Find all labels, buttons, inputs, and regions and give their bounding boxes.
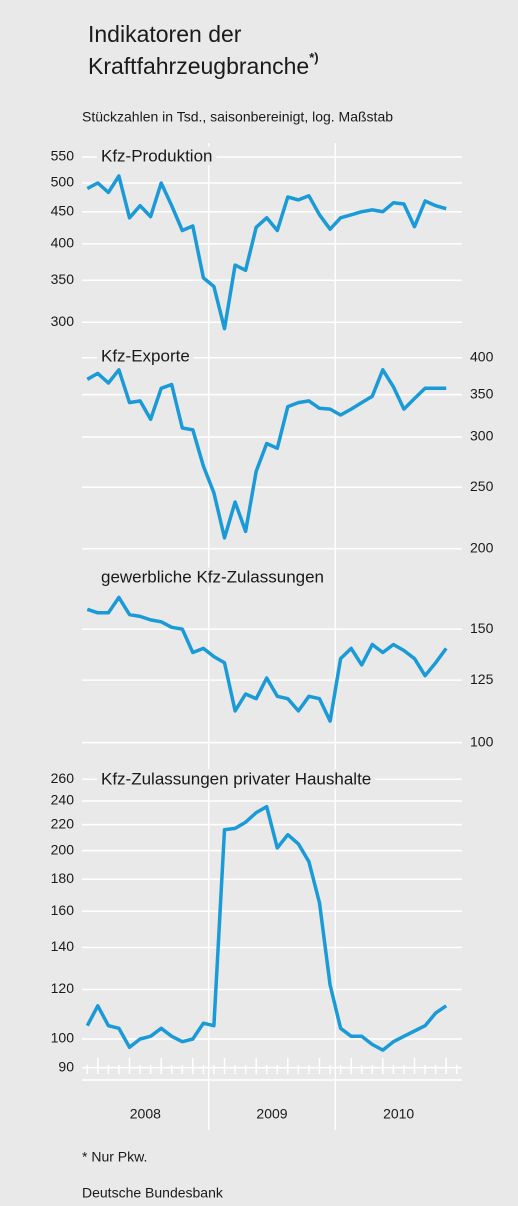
grid bbox=[82, 143, 462, 1130]
source: Deutsche Bundesbank bbox=[82, 1185, 224, 1201]
labels: 300 350 400 450 500 550 Kfz-Produktion 200 250 30… bbox=[51, 146, 494, 1121]
subtitle: Stückzahlen in Tsd., saisonbereinigt, lo… bbox=[82, 109, 393, 125]
y-tick-label: 450 bbox=[51, 202, 75, 218]
series-line bbox=[85, 804, 448, 1052]
y-tick-label: 200 bbox=[51, 841, 75, 857]
y-tick-label: 550 bbox=[51, 148, 75, 164]
y-tick-label: 350 bbox=[51, 271, 75, 287]
footnote: * Nur Pkw. bbox=[82, 1149, 147, 1165]
y-tick-label: 260 bbox=[51, 770, 75, 786]
y-tick-label: 180 bbox=[51, 870, 75, 886]
series-line bbox=[86, 595, 448, 723]
y-tick-label: 200 bbox=[470, 539, 494, 555]
panel-title: Kfz-Zulassungen privater Haushalte bbox=[101, 769, 371, 788]
y-tick-label: 250 bbox=[470, 478, 494, 494]
y-tick-label: 400 bbox=[51, 235, 75, 251]
series-line bbox=[86, 368, 447, 540]
y-tick-label: 100 bbox=[51, 1030, 75, 1046]
title-text: Kraftfahrzeugbranche bbox=[88, 53, 309, 79]
panel-title: Kfz-Produktion bbox=[101, 146, 213, 165]
panel-title-bg bbox=[97, 567, 329, 587]
y-tick-label: 240 bbox=[51, 792, 75, 808]
y-tick-label: 90 bbox=[58, 1058, 74, 1074]
y-tick-label: 140 bbox=[51, 938, 75, 954]
x-tick-label: 2008 bbox=[130, 1106, 161, 1122]
y-tick-label: 125 bbox=[470, 671, 494, 687]
y-tick-label: 220 bbox=[51, 815, 75, 831]
panel-title-bg bbox=[97, 146, 217, 166]
panel-title-bg bbox=[97, 346, 194, 366]
title-line: Indikatoren der bbox=[88, 21, 242, 47]
x-tick-label: 2010 bbox=[383, 1106, 414, 1122]
y-tick-label: 350 bbox=[470, 385, 494, 401]
x-tick-label: 2009 bbox=[256, 1106, 287, 1122]
lines bbox=[85, 174, 448, 1052]
panel-title: Kfz-Exporte bbox=[101, 346, 190, 365]
title-line: Kraftfahrzeugbranche*) bbox=[88, 50, 319, 79]
y-tick-label: 150 bbox=[470, 620, 494, 636]
y-tick-label: 160 bbox=[51, 902, 75, 918]
y-tick-label: 500 bbox=[51, 174, 75, 190]
panel-title-bg bbox=[97, 769, 376, 789]
panel-title: gewerbliche Kfz-Zulassungen bbox=[101, 567, 324, 586]
y-tick-label: 400 bbox=[470, 348, 494, 364]
y-tick-label: 100 bbox=[470, 733, 494, 749]
y-tick-label: 300 bbox=[470, 428, 494, 444]
series-line bbox=[86, 174, 447, 331]
y-tick-label: 120 bbox=[51, 980, 75, 996]
title-note: *) bbox=[309, 50, 318, 65]
y-tick-label: 300 bbox=[51, 313, 75, 329]
